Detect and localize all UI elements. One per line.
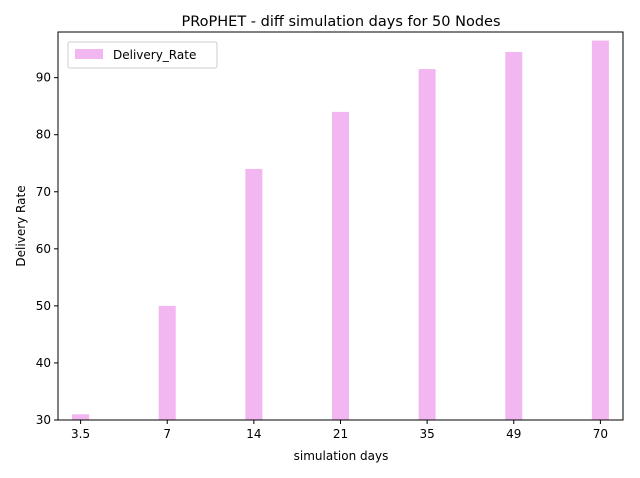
bar-70 xyxy=(591,40,609,420)
bar-14 xyxy=(245,168,263,420)
bar-49 xyxy=(505,51,523,421)
y-axis-ticks: 30 40 50 60 70 80 90 xyxy=(36,71,58,427)
y-tick-label: 50 xyxy=(36,299,51,313)
y-tick-label: 80 xyxy=(36,128,51,142)
y-tick-label: 30 xyxy=(36,413,51,427)
legend: Delivery_Rate xyxy=(67,41,218,69)
bar-35 xyxy=(418,69,436,421)
y-tick-label: 60 xyxy=(36,242,51,256)
y-tick-label: 90 xyxy=(36,71,51,85)
bar-7 xyxy=(158,305,176,420)
x-tick-label: 14 xyxy=(246,427,261,441)
x-tick-label: 49 xyxy=(506,427,521,441)
bar-21 xyxy=(332,111,349,420)
y-axis-label: Delivery Rate xyxy=(14,185,28,266)
chart-title: PRoPHET - diff simulation days for 50 No… xyxy=(181,14,500,30)
legend-swatch xyxy=(75,49,103,59)
legend-box xyxy=(67,41,218,69)
x-tick-label: 35 xyxy=(419,427,434,441)
y-tick-label: 70 xyxy=(36,185,51,199)
legend-label: Delivery_Rate xyxy=(113,48,196,62)
x-tick-label: 21 xyxy=(333,427,348,441)
x-axis-ticks: 3.5 7 14 21 35 49 70 xyxy=(71,420,608,441)
x-tick-label: 70 xyxy=(593,427,608,441)
x-tick-label: 3.5 xyxy=(71,427,90,441)
x-tick-label: 7 xyxy=(163,427,171,441)
bar-3.5 xyxy=(72,414,90,420)
x-axis-label: simulation days xyxy=(294,449,389,463)
y-tick-label: 40 xyxy=(36,356,51,370)
bars-group xyxy=(72,40,609,421)
